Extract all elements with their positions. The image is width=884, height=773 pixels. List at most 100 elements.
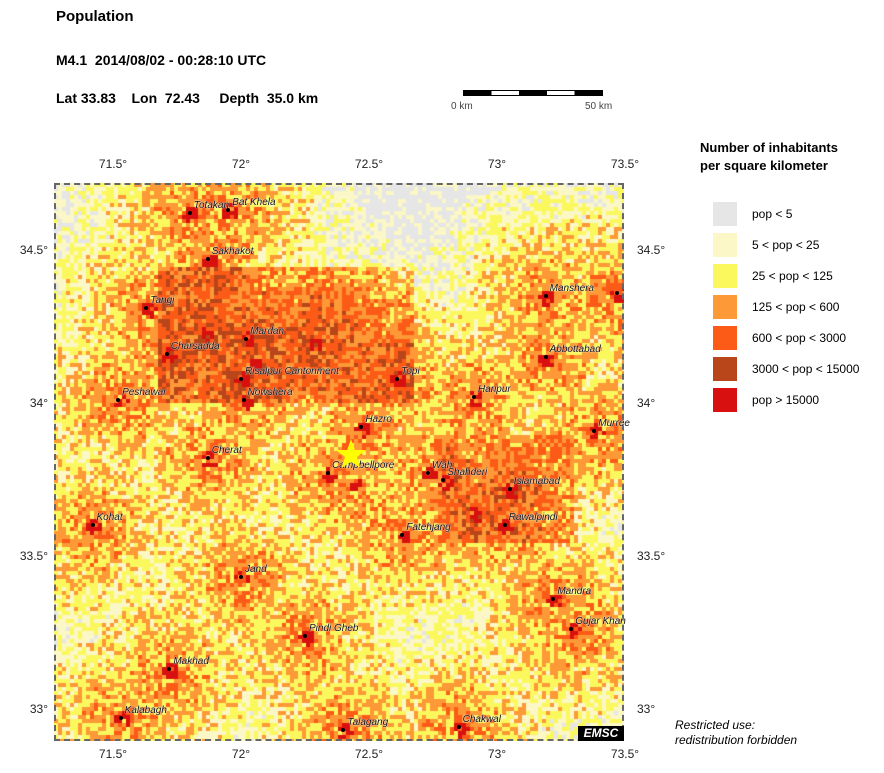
legend-swatch xyxy=(713,202,737,226)
legend-label: 25 < pop < 125 xyxy=(752,269,833,283)
scale-bar xyxy=(463,90,603,96)
city-label: Jand xyxy=(245,564,267,576)
city-label: Talagang xyxy=(347,717,389,729)
map-frame xyxy=(54,183,624,741)
lat-tick-label-left: 34.5° xyxy=(19,243,48,257)
city-label: Pindi Gheb xyxy=(309,622,359,634)
legend-label: 125 < pop < 600 xyxy=(752,300,840,314)
lon-tick-label-bottom: 72.5° xyxy=(354,747,384,761)
lon-tick-label-bottom: 72° xyxy=(231,747,251,761)
city-label: Peshawar xyxy=(122,386,167,398)
lon-tick-label-bottom: 73° xyxy=(487,747,507,761)
city-marker xyxy=(592,428,597,433)
city-marker xyxy=(226,208,231,213)
city-marker xyxy=(615,290,620,295)
city-label: Murree xyxy=(598,417,630,429)
city-label: Sakhakot xyxy=(211,246,254,258)
city-marker xyxy=(303,633,307,638)
city-marker xyxy=(205,456,210,461)
city-marker xyxy=(244,336,249,341)
scale-end-label: 50 km xyxy=(585,101,613,112)
city-marker xyxy=(241,397,246,402)
city-marker xyxy=(144,306,149,311)
population-density-raster xyxy=(54,183,624,741)
city-label: Campbellpore xyxy=(332,460,395,472)
city-marker xyxy=(569,627,574,632)
city-label: Tangi xyxy=(150,295,175,307)
legend-swatch xyxy=(713,233,737,257)
notice-line2: redistribution forbidden xyxy=(675,733,798,747)
city-marker xyxy=(326,471,331,476)
lon-tick-label-top: 72.5° xyxy=(354,157,384,171)
event-info: M4.1 2014/08/02 - 00:28:10 UTC xyxy=(56,52,267,68)
lat-tick-label-left: 33.5° xyxy=(19,549,48,563)
city-marker xyxy=(456,725,461,730)
city-marker xyxy=(507,486,512,491)
lon-tick-label-top: 73.5° xyxy=(610,157,640,171)
city-marker xyxy=(164,352,169,357)
legend-label: pop < 5 xyxy=(752,207,793,221)
city-label: Bat Khela xyxy=(232,197,276,209)
legend-swatch xyxy=(713,357,737,381)
city-label: Nowshera xyxy=(247,386,293,398)
city-marker xyxy=(239,376,243,381)
city-label: Kalabagh xyxy=(124,705,167,717)
city-marker xyxy=(341,728,346,733)
city-label: Chakwal xyxy=(462,714,501,726)
scale-start-label: 0 km xyxy=(451,101,473,112)
city-label: Fatehjang xyxy=(406,521,451,533)
city-label: Wah xyxy=(431,460,453,472)
lat-tick-label-right: 33.5° xyxy=(637,549,666,563)
population-map xyxy=(54,183,624,741)
city-label: Risalpur Cantonment xyxy=(245,365,339,377)
lat-tick-label-right: 34° xyxy=(637,396,656,410)
legend-swatch xyxy=(713,264,737,288)
city-label: Haripur xyxy=(477,383,511,395)
city-label: Gujar Khan xyxy=(575,616,626,628)
city-label: Mandra xyxy=(557,585,592,597)
legend-label: 600 < pop < 3000 xyxy=(752,331,847,345)
city-label: Manshera xyxy=(549,282,595,294)
city-marker xyxy=(502,523,507,528)
legend-label: 3000 < pop < 15000 xyxy=(752,362,860,376)
legend-title-line2: per square kilometer xyxy=(700,158,828,173)
city-label: Hazro xyxy=(365,414,392,426)
legend-label: 5 < pop < 25 xyxy=(752,238,820,252)
city-marker xyxy=(116,397,121,402)
city-label: Rawalpindi xyxy=(508,512,558,524)
lon-tick-label-top: 71.5° xyxy=(98,157,128,171)
city-label: Totakan xyxy=(193,200,230,212)
city-marker xyxy=(90,523,95,528)
city-marker xyxy=(395,376,400,381)
city-marker xyxy=(187,211,192,216)
city-marker xyxy=(543,293,548,298)
legend-label: pop > 15000 xyxy=(752,393,820,407)
lon-tick-label-bottom: 73.5° xyxy=(610,747,640,761)
city-label: Mardan xyxy=(250,325,285,337)
legend-swatch xyxy=(713,388,737,412)
city-label: Islamabad xyxy=(513,475,560,487)
lat-tick-label-right: 33° xyxy=(637,702,656,716)
lon-tick-label-bottom: 71.5° xyxy=(98,747,128,761)
lon-tick-label-top: 73° xyxy=(487,157,507,171)
city-marker xyxy=(471,394,476,399)
city-marker xyxy=(543,355,548,360)
city-label: Makhad xyxy=(173,656,209,668)
lat-tick-label-left: 33° xyxy=(29,702,48,716)
map-title: Population xyxy=(56,8,134,25)
city-marker xyxy=(400,532,405,537)
event-location: Lat 33.83 Lon 72.43 Depth 35.0 km xyxy=(56,90,319,106)
lat-tick-label-left: 34° xyxy=(29,396,48,410)
lat-tick-label-right: 34.5° xyxy=(637,243,666,257)
city-label: Shahderi xyxy=(447,466,488,478)
city-label: Cherat xyxy=(211,445,242,457)
city-marker xyxy=(441,477,446,482)
city-label: Abbottabad xyxy=(549,344,601,356)
city-label: Topi xyxy=(401,365,420,377)
city-marker xyxy=(205,257,210,262)
legend-swatch xyxy=(713,326,737,350)
city-marker xyxy=(118,716,123,721)
epicenter-star-icon xyxy=(335,439,367,469)
notice-line1: Restricted use: xyxy=(675,718,756,732)
